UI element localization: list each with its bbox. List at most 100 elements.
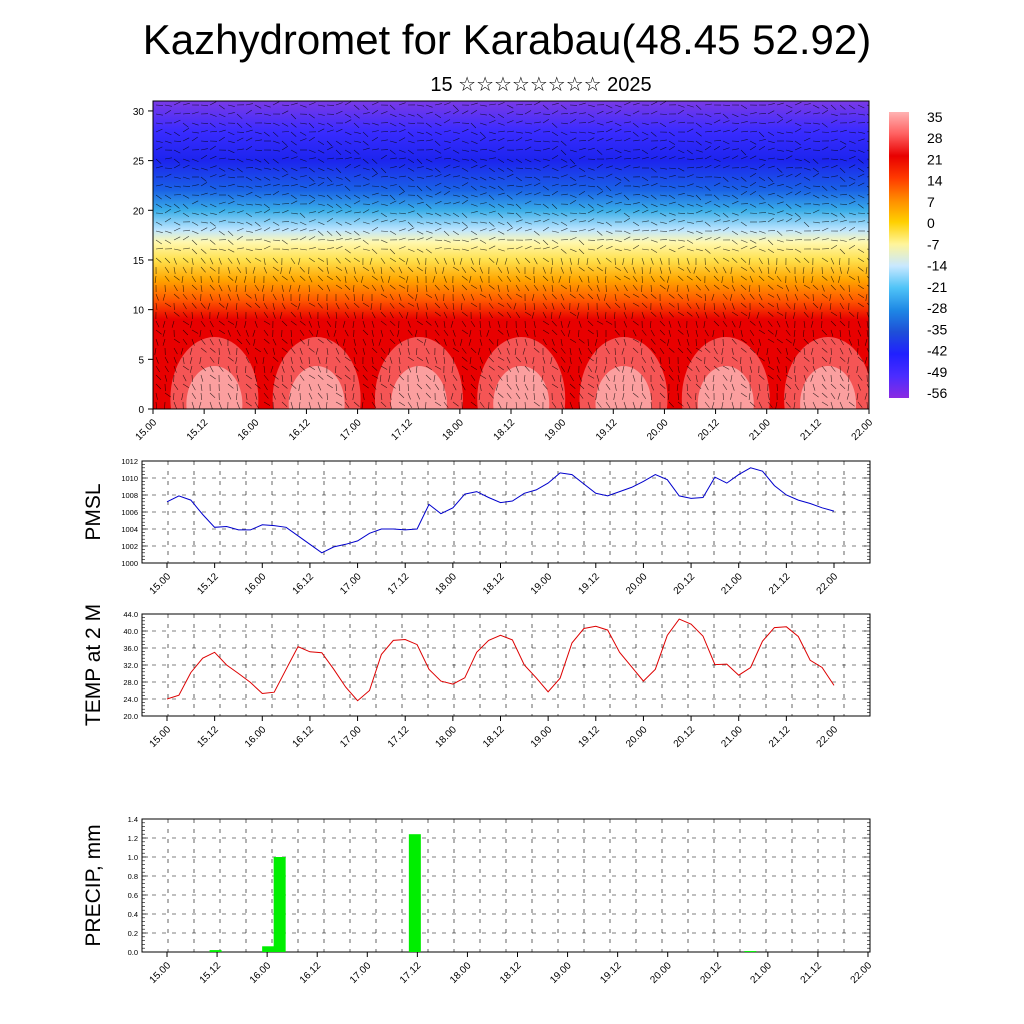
wind-barb [389, 230, 397, 235]
wind-barb [695, 166, 703, 169]
wind-barb [488, 311, 493, 319]
wind-barb [281, 239, 288, 245]
wind-barb [272, 302, 275, 310]
wind-barb [829, 356, 832, 364]
wind-barb [767, 176, 774, 183]
x-tick-label: 19.00 [529, 724, 555, 750]
wind-barb [470, 383, 477, 390]
wind-barb [866, 104, 869, 106]
wind-barb [479, 356, 483, 364]
wind-barb [659, 284, 666, 290]
wind-barb [830, 329, 834, 337]
wind-barb [551, 245, 559, 250]
wind-barb [794, 218, 802, 223]
wind-barb [821, 284, 825, 292]
wind-barb [785, 302, 791, 309]
wind-barb [722, 156, 730, 160]
wind-barb [569, 199, 577, 205]
wind-barb [317, 356, 321, 364]
wind-barb [659, 302, 663, 310]
wind-barb [173, 311, 180, 317]
wind-barb [785, 248, 794, 250]
wind-barb [866, 149, 869, 152]
wind-barb [398, 293, 402, 301]
wind-barb [362, 131, 369, 138]
wind-barb [506, 284, 509, 292]
wind-barb [200, 374, 204, 382]
wind-barb [164, 257, 171, 264]
wind-barb [235, 284, 238, 292]
wind-barb [695, 157, 703, 160]
wind-barb [389, 149, 396, 155]
wind-barb [650, 194, 657, 200]
wind-barb [650, 329, 655, 337]
wind-barb [353, 302, 360, 308]
wind-barb [686, 203, 694, 207]
wind-barb [434, 329, 440, 336]
wind-barb [254, 238, 262, 241]
wind-barb [416, 237, 424, 241]
wind-barb [380, 392, 383, 400]
wind-barb [632, 266, 636, 274]
wind-barb [479, 374, 487, 379]
wind-barb [272, 257, 278, 264]
wind-barb [803, 275, 805, 284]
wind-barb [776, 338, 783, 344]
wind-barb [650, 338, 656, 345]
wind-barb [533, 121, 541, 124]
wind-barb [542, 158, 550, 161]
wind-barb [758, 131, 765, 138]
wind-barb [758, 275, 765, 282]
wind-barb [794, 140, 801, 146]
wind-barb [461, 158, 469, 161]
wind-barb [263, 329, 269, 336]
wind-barb [623, 137, 631, 142]
wind-barb [406, 275, 409, 283]
wind-barb [209, 185, 217, 190]
wind-barb [200, 182, 208, 187]
wind-barb [614, 248, 622, 251]
wind-barb [218, 329, 226, 335]
wind-barb [749, 266, 755, 273]
wind-barb [155, 140, 163, 143]
wind-barb [209, 155, 217, 160]
wind-barb [461, 182, 469, 187]
wind-barb [776, 365, 780, 373]
wind-barb [623, 302, 626, 310]
wind-barb [731, 194, 738, 200]
wind-barb [632, 374, 636, 382]
wind-barb [362, 158, 369, 164]
wind-barb [164, 230, 172, 234]
wind-barb [632, 320, 639, 326]
wind-barb [784, 392, 787, 400]
wind-barb [567, 329, 571, 337]
wind-barb [443, 311, 448, 319]
wind-barb [371, 130, 379, 133]
wind-barb [200, 130, 208, 133]
wind-barb [389, 401, 392, 409]
wind-barb [236, 131, 245, 133]
wind-barb [821, 238, 829, 241]
wind-barb [740, 176, 747, 182]
wind-barb [173, 275, 180, 281]
wind-barb [758, 374, 765, 380]
wind-barb [785, 347, 788, 355]
wind-barb [452, 239, 461, 241]
wind-barb [425, 311, 428, 319]
wind-barb [542, 140, 550, 143]
wind-barb [497, 130, 505, 133]
wind-barb [776, 248, 784, 251]
wind-barb [785, 356, 792, 362]
wind-barb [515, 356, 522, 363]
wind-barb [596, 191, 604, 196]
wind-barb [641, 203, 648, 209]
wind-barb [659, 194, 667, 197]
wind-barb [209, 227, 217, 232]
wind-barb [542, 246, 550, 250]
wind-barb [803, 365, 809, 372]
wind-barb [189, 347, 193, 355]
wind-barb [209, 266, 216, 272]
wind-barb [659, 221, 667, 224]
wind-barb [569, 284, 572, 292]
wind-barb [398, 228, 406, 232]
